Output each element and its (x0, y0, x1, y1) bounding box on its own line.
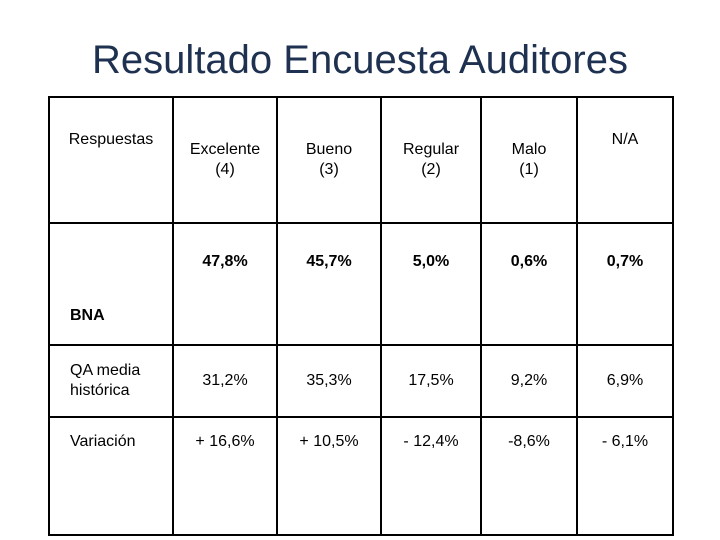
header-cell-regular: Regular (2) (380, 96, 482, 224)
header-line: Excelente (189, 141, 261, 158)
header-line: (3) (319, 161, 339, 178)
table-cell: -8,6% (480, 416, 578, 536)
table-cell: - 12,4% (380, 416, 482, 536)
header-cell-malo: Malo (1) (480, 96, 578, 224)
row-label: QA media histórica (48, 344, 174, 418)
row-label-line: Variación (70, 433, 136, 450)
table-row-variacion: Variación + 16,6% + 10,5% - 12,4% -8,6% … (48, 416, 674, 536)
header-line: N/A (611, 131, 639, 148)
table-cell: 31,2% (172, 344, 278, 418)
table-cell: 47,8% (172, 222, 278, 346)
table-header-row: Respuestas Excelente (4) Bueno (3) Regul… (48, 96, 674, 224)
header-cell-bueno: Bueno (3) (276, 96, 382, 224)
row-label: Variación (48, 416, 174, 536)
table-cell: + 10,5% (276, 416, 382, 536)
table-cell: + 16,6% (172, 416, 278, 536)
header-line: Regular (402, 141, 460, 158)
header-cell-respuestas: Respuestas (48, 96, 174, 224)
header-line: Respuestas (68, 131, 154, 148)
table-cell: 0,7% (576, 222, 674, 346)
table-cell: - 6,1% (576, 416, 674, 536)
table-cell: 45,7% (276, 222, 382, 346)
results-table: Respuestas Excelente (4) Bueno (3) Regul… (48, 96, 674, 536)
page-title: Resultado Encuesta Auditores (92, 38, 628, 82)
row-label-line: histórica (70, 382, 130, 399)
table-row-qa-media: QA media histórica 31,2% 35,3% 17,5% 9,2… (48, 344, 674, 418)
header-cell-excelente: Excelente (4) (172, 96, 278, 224)
table-cell: 6,9% (576, 344, 674, 418)
table-cell: 0,6% (480, 222, 578, 346)
header-line: Malo (511, 141, 547, 158)
table-row-bna: BNA 47,8% 45,7% 5,0% 0,6% 0,7% (48, 222, 674, 346)
header-cell-na: N/A (576, 96, 674, 224)
row-label: BNA (48, 222, 174, 346)
table-cell: 17,5% (380, 344, 482, 418)
header-line: (1) (519, 161, 539, 178)
header-line: Bueno (305, 141, 353, 158)
header-line: (2) (421, 161, 441, 178)
table-cell: 9,2% (480, 344, 578, 418)
header-line: (4) (215, 161, 235, 178)
table-cell: 35,3% (276, 344, 382, 418)
row-label-line: BNA (70, 307, 105, 324)
table-cell: 5,0% (380, 222, 482, 346)
row-label-line: QA media (70, 362, 141, 379)
